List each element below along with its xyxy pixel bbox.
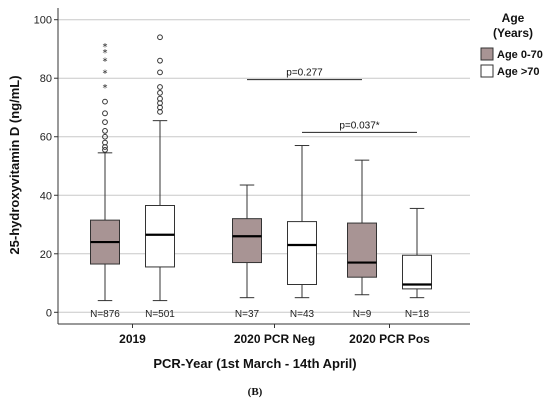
boxes: *****N=876 N=501 N=37 N=43 N=9 N=18: [90, 34, 432, 320]
axes: 0 20 40 60 80 100 2019 2020 PCR Neg 2020 PCR Pos: [34, 8, 470, 346]
n-label-2: N=37: [235, 309, 260, 320]
extreme-outlier-0-9: *: [103, 68, 108, 79]
outlier-1-5: [157, 84, 163, 90]
box-iqr-4: [347, 222, 377, 278]
legend: Age (Years) Age 0-70 Age >70: [480, 11, 543, 78]
box-group-0: *****N=876: [90, 42, 120, 320]
outlier-0-6: [102, 110, 108, 117]
box-group-3: N=43: [287, 145, 317, 320]
box-group-2: N=37: [232, 184, 262, 320]
legend-title-line-1: Age: [502, 11, 525, 25]
legend-label-age-0-70: Age 0-70: [497, 49, 543, 61]
outlier-1-4: [157, 89, 163, 96]
legend-swatch-age-0-70: [480, 47, 494, 61]
box-iqr-1: [145, 205, 175, 268]
n-label-3: N=43: [290, 309, 315, 320]
n-label-1: N=501: [145, 309, 175, 320]
extreme-outlier-0-8: *: [103, 83, 108, 94]
box-group-4: N=9: [347, 159, 377, 320]
outlier-1-6: [157, 69, 163, 76]
outlier-1-7: [157, 57, 163, 64]
extreme-outlier-0-10: *: [103, 57, 108, 68]
significance-label-1: p=0.037*: [339, 120, 379, 131]
legend-label-age-over-70: Age >70: [497, 66, 540, 78]
significance-annotations: p=0.277 p=0.037*: [247, 68, 417, 133]
panel-label: (B): [248, 386, 263, 398]
x-tick-label-0: 2019: [119, 332, 146, 346]
outlier-0-7: [102, 98, 108, 105]
box-group-5: N=18: [402, 207, 432, 320]
significance-label-0: p=0.277: [286, 68, 323, 79]
y-tick-label-60: 60: [40, 132, 52, 144]
box-group-1: N=501: [145, 34, 175, 320]
box-iqr-2: [232, 218, 262, 264]
y-tick-label-20: 20: [40, 249, 52, 261]
outlier-0-4: [102, 127, 108, 134]
y-tick-label-80: 80: [40, 73, 52, 85]
y-tick-label-100: 100: [34, 15, 52, 27]
grid-lines: [58, 19, 470, 313]
box-iqr-5: [402, 254, 432, 290]
legend-swatch-age-over-70: [480, 64, 494, 78]
outlier-0-0: [102, 147, 108, 153]
x-tick-label-1: 2020 PCR Neg: [234, 332, 315, 346]
y-tick-label-40: 40: [40, 190, 52, 202]
outlier-1-8: [157, 34, 163, 41]
extreme-outlier-0-11: *: [103, 48, 108, 59]
outlier-0-2: [102, 139, 108, 146]
x-axis-title: PCR-Year (1st March - 14th April): [153, 356, 356, 371]
y-tick-label-0: 0: [46, 307, 52, 319]
box-iqr-3: [287, 221, 317, 285]
n-label-0: N=876: [90, 309, 120, 320]
y-axis-title: 25-hydroxyvitamin D (ng/mL): [7, 75, 22, 254]
x-tick-label-2: 2020 PCR Pos: [349, 332, 430, 346]
n-label-5: N=18: [405, 309, 430, 320]
extreme-outlier-0-12: *: [103, 42, 108, 53]
outlier-1-3: [157, 95, 163, 102]
n-label-4: N=9: [353, 309, 372, 320]
outlier-0-3: [102, 133, 108, 140]
outlier-0-5: [102, 119, 108, 126]
legend-title-line-2: (Years): [493, 26, 533, 40]
